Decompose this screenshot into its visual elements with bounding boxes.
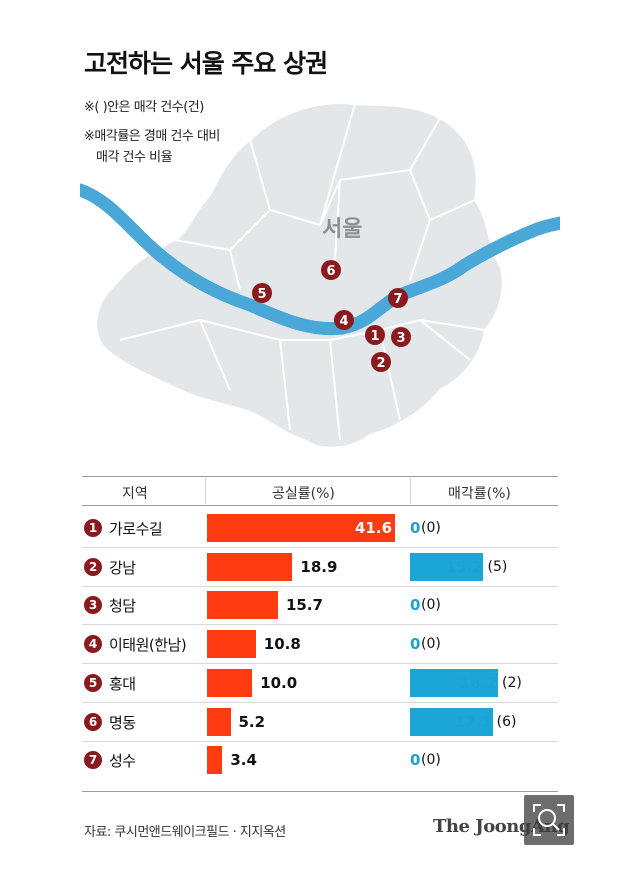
zoom-icon <box>533 804 565 836</box>
sale-count: (5) <box>487 559 508 575</box>
region-name: 강남 <box>109 559 136 577</box>
vacancy-bar <box>207 708 231 736</box>
svg-text:4: 4 <box>339 314 348 329</box>
map-marker-2: 2 <box>371 352 391 372</box>
rank-badge: 4 <box>84 635 102 653</box>
table-row: 2 강남 18.9 15.2 (5) <box>0 550 640 584</box>
table-row: 1 가로수길 41.6 0 (0) <box>0 511 640 545</box>
header-divider <box>410 478 411 504</box>
rank-badge: 2 <box>84 558 102 576</box>
svg-text:1: 1 <box>370 329 379 344</box>
vacancy-bar <box>207 669 253 697</box>
svg-text:2: 2 <box>376 356 385 371</box>
map-marker-1: 1 <box>365 325 385 345</box>
region-name: 이태원(한남) <box>109 636 187 654</box>
table-bottom-line <box>82 791 558 792</box>
sale-value: 0 <box>410 519 421 537</box>
sale-count: (0) <box>421 520 441 536</box>
region-name: 가로수길 <box>109 520 163 538</box>
region-name: 성수 <box>109 752 136 770</box>
header-divider <box>205 478 206 504</box>
sale-bar <box>410 669 498 697</box>
sale-count: (2) <box>502 675 522 691</box>
table-row: 5 홍대 10.0 18.2 (2) <box>0 666 640 700</box>
sale-value: 15.2 <box>445 558 483 576</box>
vacancy-value: 41.6 <box>355 519 393 537</box>
vacancy-bar <box>207 514 395 542</box>
svg-text:5: 5 <box>257 287 266 302</box>
table-row: 7 성수 3.4 0 (0) <box>0 743 640 777</box>
region-name: 홍대 <box>109 675 136 693</box>
map-marker-4: 4 <box>334 310 354 330</box>
note-count: ※( )안은 매각 건수(건) <box>84 100 204 115</box>
region-name: 명동 <box>109 714 136 732</box>
sale-bar <box>410 708 493 736</box>
row-divider <box>82 663 558 664</box>
note-rate-cont: 매각 건수 비율 <box>96 150 173 165</box>
sale-value: 0 <box>410 635 421 653</box>
seoul-district-area <box>95 102 504 449</box>
vacancy-bar <box>207 746 223 774</box>
sale-value: 18.2 <box>460 674 498 692</box>
map-marker-7: 7 <box>388 288 408 308</box>
rank-badge: 5 <box>84 674 102 692</box>
sale-count: (0) <box>421 636 441 652</box>
vacancy-value: 18.9 <box>300 558 338 576</box>
row-divider <box>82 586 558 587</box>
rank-badge: 3 <box>84 596 102 614</box>
map-marker-6: 6 <box>321 260 341 280</box>
header-region: 지역 <box>122 486 148 502</box>
table-row: 6 명동 5.2 17.1 (6) <box>0 705 640 739</box>
table-top-line <box>82 476 558 477</box>
sale-count: (6) <box>496 714 517 730</box>
sale-value: 17.1 <box>454 713 492 731</box>
note-rate: ※매각률은 경매 건수 대비 <box>84 129 220 144</box>
map-marker-5: 5 <box>252 283 272 303</box>
sale-value: 0 <box>410 751 421 769</box>
vacancy-value: 15.7 <box>285 596 323 614</box>
svg-text:6: 6 <box>326 264 335 279</box>
table-header-line <box>82 505 558 506</box>
table-row: 3 청담 15.7 0 (0) <box>0 588 640 622</box>
rank-badge: 1 <box>84 519 102 537</box>
chart-title: 고전하는 서울 주요 상권 <box>84 49 328 78</box>
sale-count: (0) <box>421 752 441 768</box>
seoul-map: 서울 1 2 3 4 5 6 7 <box>80 102 560 449</box>
vacancy-bar <box>207 630 256 658</box>
map-marker-3: 3 <box>391 327 411 347</box>
row-divider <box>82 547 558 548</box>
rank-badge: 7 <box>84 751 102 769</box>
table-row: 4 이태원(한남) 10.8 0 (0) <box>0 627 640 661</box>
row-divider <box>82 624 558 625</box>
han-river <box>80 183 560 336</box>
vacancy-bar <box>207 591 278 619</box>
vacancy-value: 3.4 <box>230 751 257 769</box>
sale-value: 0 <box>410 596 421 614</box>
region-name: 청담 <box>109 597 136 615</box>
zoom-button[interactable] <box>524 795 574 845</box>
source-note: 자료: 쿠시먼앤드웨이크필드 · 지지옥션 <box>84 825 286 840</box>
sale-bar <box>410 553 484 581</box>
row-divider <box>82 702 558 703</box>
district-borders <box>119 103 486 441</box>
vacancy-value: 5.2 <box>238 713 266 731</box>
sale-count: (0) <box>421 597 441 613</box>
header-vacancy: 공실률(%) <box>272 486 335 502</box>
row-divider <box>82 741 558 742</box>
svg-text:7: 7 <box>393 292 402 307</box>
vacancy-value: 10.8 <box>263 635 301 653</box>
header-sale: 매각률(%) <box>448 486 511 502</box>
svg-text:3: 3 <box>396 331 405 346</box>
vacancy-value: 10.0 <box>260 674 298 692</box>
vacancy-bar <box>207 553 293 581</box>
rank-badge: 6 <box>84 713 102 731</box>
map-city-label: 서울 <box>322 217 362 242</box>
